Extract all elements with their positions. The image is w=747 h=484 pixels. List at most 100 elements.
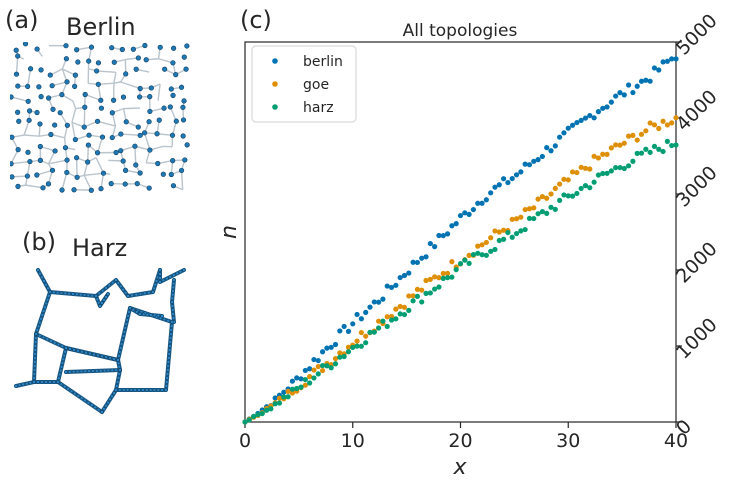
berlin-edge [24, 134, 40, 137]
point-berlin [595, 109, 602, 115]
point-harz [332, 361, 339, 367]
x-tick-label: 0 [239, 430, 251, 452]
point-berlin [345, 328, 352, 334]
harz-node [36, 324, 41, 329]
y-tick-label: 4000 [672, 86, 722, 136]
berlin-node [171, 45, 177, 51]
harz-node [154, 279, 159, 283]
point-harz [449, 274, 455, 280]
point-harz [669, 142, 675, 149]
harz-node [107, 283, 112, 288]
harz-node [171, 285, 176, 290]
point-harz [401, 311, 408, 318]
point-berlin [591, 115, 597, 121]
x-tick-label: 20 [448, 430, 472, 452]
harz-node [91, 369, 95, 373]
berlin-node [98, 97, 104, 103]
berlin-node [16, 118, 22, 124]
point-harz [384, 323, 390, 330]
harz-node [122, 330, 127, 334]
berlin-node [156, 117, 162, 123]
harz-node [171, 316, 176, 320]
harz-node [142, 291, 147, 296]
point-goe [617, 142, 623, 148]
harz-node [123, 291, 128, 295]
harz-node [72, 348, 76, 352]
point-goe [483, 239, 489, 246]
harz-node [83, 369, 88, 374]
berlin-node [52, 148, 58, 154]
harz-node [169, 328, 174, 332]
harz-node [127, 310, 131, 314]
berlin-node [37, 143, 43, 150]
harz-node [130, 293, 134, 298]
point-berlin [380, 296, 386, 302]
berlin-node [40, 185, 46, 191]
point-berlin [315, 357, 321, 364]
berlin-node [180, 104, 186, 110]
point-berlin [643, 77, 649, 83]
harz-node [57, 376, 61, 380]
berlin-edge [134, 146, 137, 165]
point-goe [414, 286, 420, 292]
point-harz [268, 406, 274, 412]
berlin-node [27, 66, 34, 72]
harz-node [97, 291, 102, 296]
harz-node [68, 347, 72, 351]
harz-node [60, 344, 64, 348]
point-harz [535, 211, 541, 217]
berlin-edge [61, 172, 68, 191]
point-harz [376, 325, 382, 331]
berlin-node [10, 161, 14, 167]
harz-node [33, 344, 38, 348]
berlin-node [85, 159, 91, 165]
berlin-node [74, 155, 80, 161]
berlin-node [72, 83, 78, 89]
berlin-network-title: Berlin [66, 13, 136, 41]
harz-node [164, 384, 169, 388]
berlin-node [36, 84, 42, 90]
point-berlin [557, 134, 563, 140]
harz-node [124, 322, 129, 326]
harz-node [21, 382, 25, 387]
berlin-node [59, 92, 65, 98]
point-harz [341, 353, 347, 360]
harz-node [134, 310, 139, 314]
berlin-node [86, 132, 92, 138]
point-goe [651, 122, 658, 128]
panel-c-label: (c) [240, 6, 272, 34]
point-goe [557, 181, 563, 187]
point-harz [660, 148, 666, 155]
chart-title: All topologies [403, 21, 518, 41]
point-berlin [660, 59, 666, 65]
harz-node [34, 336, 38, 340]
berlin-edge [98, 82, 114, 86]
harz-node [67, 291, 71, 296]
point-harz [526, 215, 533, 222]
harz-node [158, 280, 162, 284]
harz-node [80, 349, 84, 354]
x-axis-label: x [452, 455, 467, 480]
berlin-node [170, 60, 176, 66]
berlin-node [160, 171, 166, 177]
point-goe [376, 318, 382, 324]
harz-node [106, 368, 111, 373]
harz-node [121, 388, 126, 392]
point-harz [276, 400, 283, 406]
berlin-node [157, 44, 163, 50]
harz-node [167, 356, 171, 360]
point-goe [332, 356, 339, 362]
berlin-edge [97, 84, 102, 101]
point-harz [621, 165, 627, 172]
berlin-node [15, 53, 21, 59]
harz-node [166, 368, 170, 372]
harz-node [84, 350, 88, 355]
berlin-node [146, 185, 152, 191]
harz-node [43, 305, 47, 310]
berlin-node [49, 167, 56, 173]
berlin-node [137, 94, 143, 100]
berlin-node [161, 105, 167, 111]
point-berlin [294, 375, 300, 381]
berlin-node [142, 42, 148, 49]
point-harz [496, 237, 502, 244]
